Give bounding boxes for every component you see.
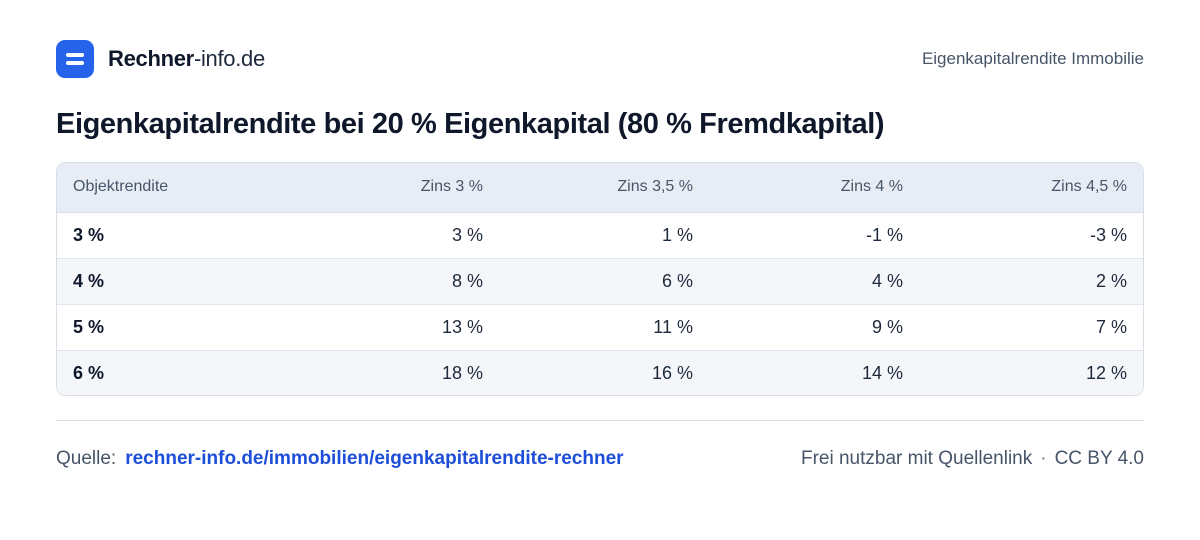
logo-bar-bottom (66, 61, 84, 65)
table-row: 5 % 13 % 11 % 9 % 7 % (57, 303, 1143, 350)
table-cell: 2 % (919, 257, 1143, 304)
table-cell: 18 % (289, 349, 499, 395)
table-cell: -1 % (865, 224, 903, 245)
table-cell: 16 % (499, 349, 709, 395)
table-cell: 8 % (289, 257, 499, 304)
license-separator: · (1040, 448, 1047, 469)
column-header-objektrendite: Objektrendite (57, 163, 289, 213)
table-cell: 11 % (499, 303, 709, 350)
table-header-row: Objektrendite Zins 3 % Zins 3,5 % Zins 4… (57, 163, 1143, 213)
footer: Quelle: rechner-info.de/immobilien/eigen… (56, 446, 1144, 472)
table-row: 6 % 18 % 16 % 14 % 12 % (57, 349, 1143, 395)
table-row: 3 % 3 % 1 % -1 % -3 % (57, 212, 1143, 258)
logo-bar-top (66, 53, 84, 57)
row-label: 3 % (73, 224, 105, 245)
license-text: Frei nutzbar mit Quellenlink (800, 448, 1033, 469)
table-cell: 9 % (709, 303, 919, 350)
column-header-zins-3: Zins 3 % (289, 163, 499, 213)
source-label: Quelle: (56, 448, 117, 469)
table-cell: 14 % (709, 349, 919, 395)
table-cell: 13 % (289, 303, 499, 350)
brand-name-strong: Rechner (108, 46, 194, 71)
source-citation: Quelle: rechner-info.de/immobilien/eigen… (56, 448, 624, 470)
column-header-zins-4: Zins 4 % (709, 163, 919, 213)
row-label: 5 % (57, 303, 289, 350)
table-cell: 4 % (709, 257, 919, 304)
footer-divider (56, 420, 1144, 421)
row-label: 4 % (57, 257, 289, 304)
license-info: Frei nutzbar mit Quellenlink · CC BY 4.0 (801, 448, 1144, 470)
column-header-zins-3-5: Zins 3,5 % (499, 163, 709, 213)
table-cell: -3 % (1089, 224, 1127, 245)
table-row: 4 % 8 % 6 % 4 % 2 % (57, 257, 1143, 304)
table-cell: 6 % (499, 257, 709, 304)
table-cell: 12 % (919, 349, 1143, 395)
page-topic: Eigenkapitalrendite Immobilie (921, 49, 1144, 68)
table-cell: 7 % (919, 303, 1143, 350)
source-link[interactable]: rechner-info.de/immobilien/eigenkapitalr… (125, 448, 624, 469)
page-title: Eigenkapitalrendite bei 20 % Eigenkapita… (56, 108, 885, 140)
results-table-grid: Objektrendite Zins 3 % Zins 3,5 % Zins 4… (57, 163, 1143, 395)
column-header-zins-4-5: Zins 4,5 % (919, 163, 1143, 213)
table-cell: 3 % (451, 224, 483, 245)
row-label: 6 % (57, 349, 289, 395)
brand-logo[interactable]: Rechner-info.de (56, 40, 265, 78)
results-table: Objektrendite Zins 3 % Zins 3,5 % Zins 4… (56, 162, 1144, 396)
license-name: CC BY 4.0 (1054, 448, 1144, 469)
header: Rechner-info.de Eigenkapitalrendite Immo… (56, 40, 1144, 78)
brand-name-light: -info.de (193, 46, 265, 71)
table-cell: 1 % (661, 224, 693, 245)
brand-name: Rechner-info.de (108, 46, 265, 72)
equals-icon (56, 40, 94, 78)
